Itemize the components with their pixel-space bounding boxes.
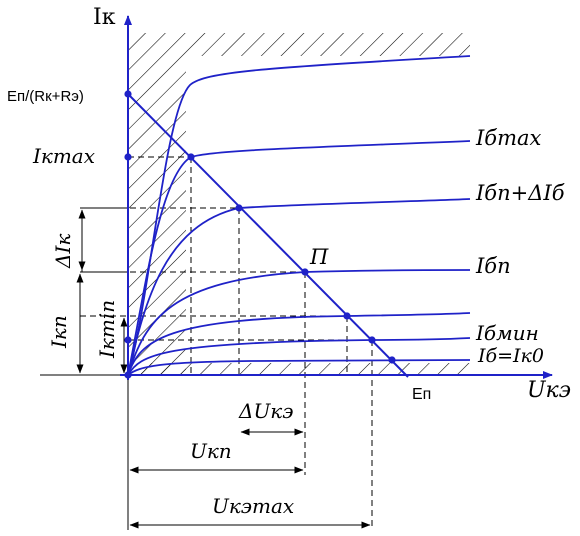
label-ik-max: Iкmax bbox=[32, 144, 95, 168]
label-ib-max: Iбmax bbox=[475, 126, 542, 150]
point-ib-max bbox=[187, 153, 195, 161]
axis-x-label: Uкэ bbox=[527, 378, 571, 403]
hatched-regions bbox=[128, 33, 470, 375]
point-ib-min-upper bbox=[343, 312, 351, 320]
point-quiescent-p bbox=[301, 268, 309, 276]
curve-top bbox=[127, 55, 471, 376]
label-ib-p: Iбп bbox=[475, 254, 511, 278]
point-ib-p-plus bbox=[235, 204, 243, 212]
labels: Iк Uкэ Еп/(Rк+Rэ) Iкmax Iбmax Iбп+ΔIб П … bbox=[7, 5, 571, 518]
curve-ib-p bbox=[127, 269, 471, 376]
point-ik-min-axis bbox=[124, 336, 132, 344]
curve-ib-ik0 bbox=[127, 359, 471, 376]
label-ik-p: Iкп bbox=[47, 315, 71, 349]
label-delta-uke: ΔUкэ bbox=[238, 399, 293, 423]
curve-ib-min bbox=[127, 337, 471, 376]
label-uke-max: Uкэmax bbox=[212, 494, 294, 518]
label-ib-ik0: Iб=Iк0 bbox=[477, 345, 544, 367]
operating-points bbox=[124, 90, 396, 379]
load-line bbox=[127, 93, 409, 378]
axis-y-label: Iк bbox=[93, 5, 116, 30]
label-ib-p-plus: Iбп+ΔIб bbox=[475, 181, 565, 205]
point-ib-min bbox=[368, 336, 376, 344]
label-uk-p: Uкп bbox=[190, 439, 232, 463]
dimension-lines-bottom bbox=[127, 375, 371, 530]
point-ek-over-r bbox=[124, 90, 132, 98]
dimension-lines-left bbox=[40, 207, 128, 376]
hatch-top-region bbox=[186, 33, 470, 56]
label-ib-min: Iбмин bbox=[475, 321, 539, 345]
point-ib-ik0 bbox=[388, 356, 396, 364]
curve-ib-min-upper bbox=[127, 312, 471, 376]
label-ik-min: Iкmin bbox=[95, 300, 119, 359]
hatch-bottom-region bbox=[128, 363, 470, 375]
label-delta-ik: ΔIк bbox=[51, 234, 75, 269]
hatch-left-region bbox=[128, 33, 186, 375]
hatch-clear-under-curves bbox=[186, 56, 470, 363]
axes bbox=[120, 15, 553, 380]
label-ek-over-r: Еп/(Rк+Rэ) bbox=[7, 88, 84, 105]
point-origin bbox=[124, 371, 132, 379]
label-ep: Еп bbox=[412, 386, 431, 403]
point-ik-max-axis bbox=[124, 153, 132, 161]
label-p: П bbox=[309, 245, 329, 269]
